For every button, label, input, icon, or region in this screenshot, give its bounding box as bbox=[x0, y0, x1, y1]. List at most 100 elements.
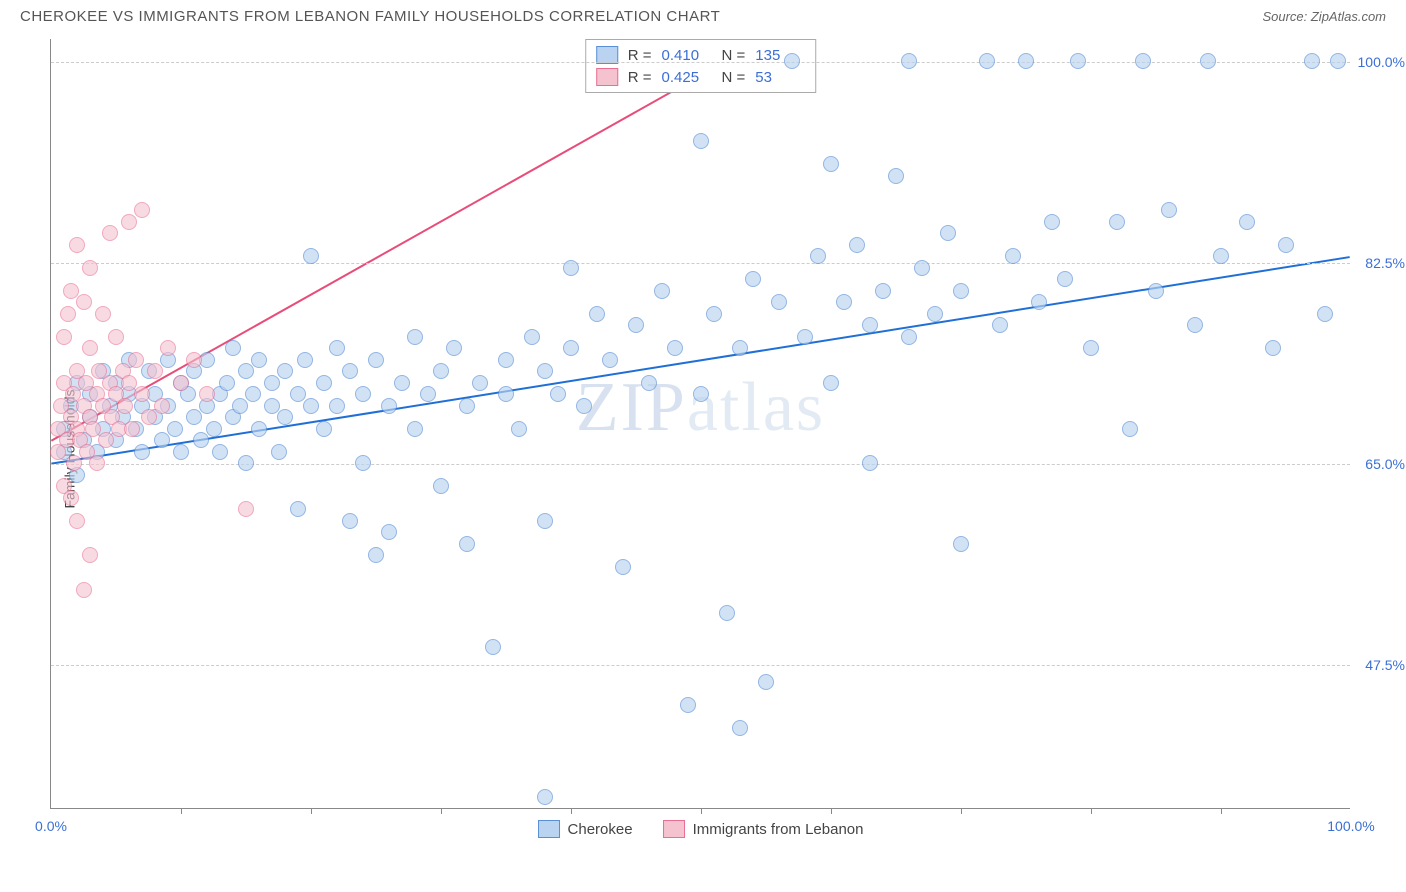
legend-r-label: R = bbox=[628, 69, 652, 86]
data-point bbox=[238, 363, 254, 379]
data-point bbox=[433, 478, 449, 494]
legend-row: R =0.425N =53 bbox=[596, 66, 806, 88]
data-point bbox=[173, 444, 189, 460]
data-point bbox=[732, 340, 748, 356]
data-point bbox=[82, 547, 98, 563]
data-point bbox=[511, 421, 527, 437]
data-point bbox=[355, 386, 371, 402]
data-point bbox=[219, 375, 235, 391]
data-point bbox=[381, 524, 397, 540]
data-point bbox=[232, 398, 248, 414]
x-tick-label: 0.0% bbox=[35, 818, 67, 834]
data-point bbox=[472, 375, 488, 391]
data-point bbox=[154, 432, 170, 448]
legend-n-label: N = bbox=[722, 47, 746, 64]
data-point bbox=[368, 352, 384, 368]
data-point bbox=[342, 363, 358, 379]
data-point bbox=[1213, 248, 1229, 264]
data-point bbox=[108, 329, 124, 345]
data-point bbox=[394, 375, 410, 391]
data-point bbox=[979, 53, 995, 69]
data-point bbox=[134, 386, 150, 402]
plot-area: ZIPatlas R =0.410N =135R =0.425N =53 Che… bbox=[50, 39, 1350, 809]
data-point bbox=[297, 352, 313, 368]
data-point bbox=[271, 444, 287, 460]
data-point bbox=[641, 375, 657, 391]
data-point bbox=[316, 375, 332, 391]
data-point bbox=[1304, 53, 1320, 69]
data-point bbox=[433, 363, 449, 379]
data-point bbox=[134, 202, 150, 218]
data-point bbox=[1239, 214, 1255, 230]
x-tick bbox=[311, 808, 312, 814]
data-point bbox=[693, 386, 709, 402]
data-point bbox=[245, 386, 261, 402]
data-point bbox=[251, 421, 267, 437]
data-point bbox=[992, 317, 1008, 333]
data-point bbox=[76, 294, 92, 310]
data-point bbox=[56, 329, 72, 345]
data-point bbox=[121, 375, 137, 391]
data-point bbox=[888, 168, 904, 184]
data-point bbox=[667, 340, 683, 356]
y-tick-label: 65.0% bbox=[1365, 456, 1405, 472]
data-point bbox=[927, 306, 943, 322]
chart-container: Family Households ZIPatlas R =0.410N =13… bbox=[0, 29, 1406, 869]
data-point bbox=[1265, 340, 1281, 356]
x-tick bbox=[441, 808, 442, 814]
data-point bbox=[238, 455, 254, 471]
data-point bbox=[134, 444, 150, 460]
legend-r-label: R = bbox=[628, 47, 652, 64]
data-point bbox=[82, 340, 98, 356]
data-point bbox=[901, 53, 917, 69]
data-point bbox=[1083, 340, 1099, 356]
data-point bbox=[953, 536, 969, 552]
data-point bbox=[1122, 421, 1138, 437]
data-point bbox=[563, 260, 579, 276]
data-point bbox=[316, 421, 332, 437]
data-point bbox=[862, 317, 878, 333]
data-point bbox=[128, 352, 144, 368]
data-point bbox=[524, 329, 540, 345]
chart-header: CHEROKEE VS IMMIGRANTS FROM LEBANON FAMI… bbox=[0, 0, 1406, 29]
x-tick bbox=[1091, 808, 1092, 814]
data-point bbox=[167, 421, 183, 437]
data-point bbox=[1057, 271, 1073, 287]
data-point bbox=[537, 789, 553, 805]
data-point bbox=[124, 421, 140, 437]
data-point bbox=[654, 283, 670, 299]
data-point bbox=[303, 248, 319, 264]
data-point bbox=[63, 490, 79, 506]
data-point bbox=[706, 306, 722, 322]
legend-r-value: 0.410 bbox=[662, 47, 712, 64]
legend-n-label: N = bbox=[722, 69, 746, 86]
data-point bbox=[1200, 53, 1216, 69]
data-point bbox=[745, 271, 761, 287]
data-point bbox=[60, 306, 76, 322]
data-point bbox=[199, 386, 215, 402]
data-point bbox=[69, 513, 85, 529]
legend-swatch bbox=[538, 820, 560, 838]
data-point bbox=[784, 53, 800, 69]
data-point bbox=[154, 398, 170, 414]
x-tick bbox=[961, 808, 962, 814]
data-point bbox=[69, 237, 85, 253]
legend-label: Cherokee bbox=[568, 821, 633, 838]
data-point bbox=[76, 582, 92, 598]
data-point bbox=[446, 340, 462, 356]
source-attribution: Source: ZipAtlas.com bbox=[1262, 9, 1386, 24]
data-point bbox=[407, 329, 423, 345]
data-point bbox=[485, 639, 501, 655]
data-point bbox=[121, 214, 137, 230]
data-point bbox=[758, 674, 774, 690]
x-tick bbox=[831, 808, 832, 814]
data-point bbox=[940, 225, 956, 241]
data-point bbox=[82, 260, 98, 276]
gridline bbox=[51, 665, 1350, 666]
data-point bbox=[277, 409, 293, 425]
data-point bbox=[1135, 53, 1151, 69]
data-point bbox=[862, 455, 878, 471]
legend-item: Cherokee bbox=[538, 820, 633, 838]
y-tick-label: 47.5% bbox=[1365, 657, 1405, 673]
data-point bbox=[85, 421, 101, 437]
